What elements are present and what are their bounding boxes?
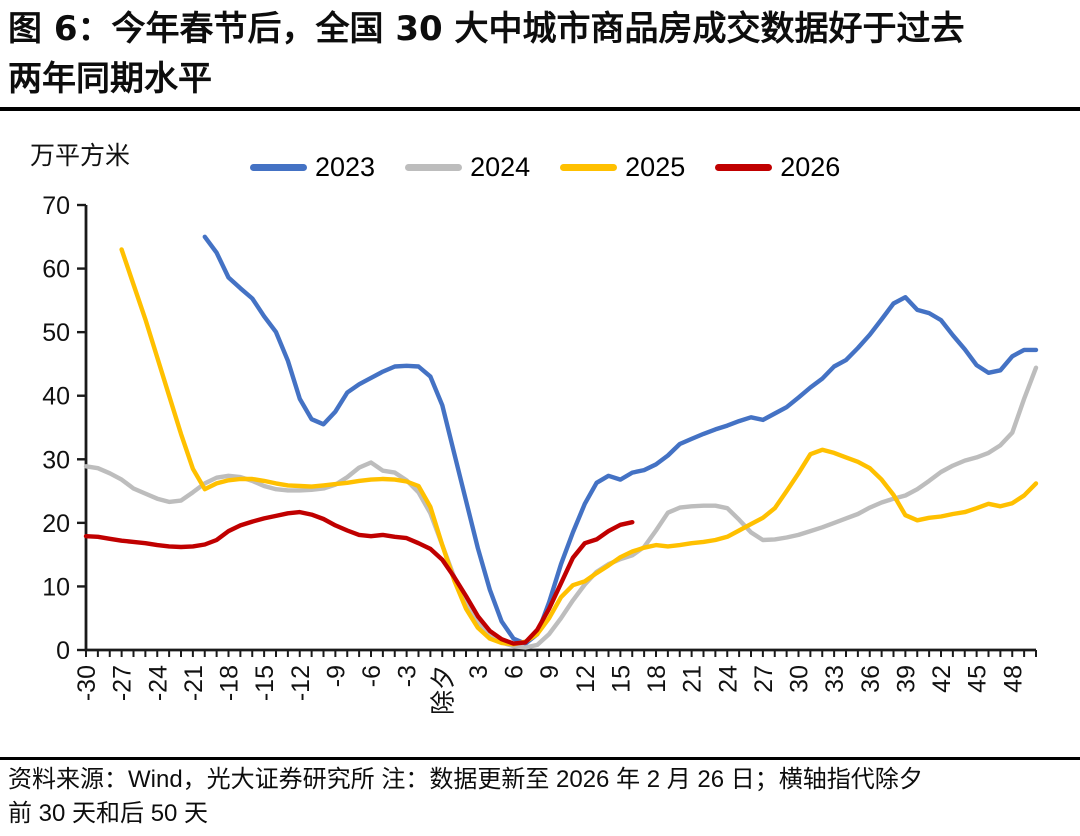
svg-text:18: 18 (643, 665, 671, 693)
legend-label-2024: 2024 (470, 152, 531, 182)
footer-divider (0, 757, 1080, 760)
svg-text:24: 24 (714, 665, 742, 693)
chart-area: 0 10 20 30 40 50 60 70 -30 -27 -24 -21 -18 -15 -12 -9 -6… (0, 190, 1080, 755)
svg-text:-6: -6 (358, 665, 386, 687)
svg-text:21: 21 (679, 665, 707, 693)
svg-text:3: 3 (465, 665, 493, 679)
svg-text:45: 45 (964, 665, 992, 693)
svg-text:-21: -21 (180, 665, 208, 701)
svg-text:0: 0 (56, 637, 70, 665)
legend-swatch-2024 (405, 164, 463, 171)
source-note: 资料来源：Wind，光大证券研究所 注：数据更新至 2026 年 2 月 26 … (8, 763, 1074, 831)
svg-text:33: 33 (821, 665, 849, 693)
svg-text:20: 20 (42, 510, 70, 538)
svg-text:-24: -24 (144, 665, 172, 701)
svg-text:6: 6 (501, 665, 529, 679)
svg-text:-15: -15 (251, 665, 279, 701)
chart-svg: 0 10 20 30 40 50 60 70 -30 -27 -24 -21 -18 -15 -12 -9 -6… (42, 192, 1039, 715)
svg-text:-30: -30 (73, 665, 101, 701)
figure-title: 图 6：今年春节后，全国 30 大中城市商品房成交数据好于过去 两年同期水平 (8, 4, 1074, 104)
svg-text:10: 10 (42, 573, 70, 601)
legend-label-2023: 2023 (315, 152, 376, 182)
svg-text:-3: -3 (394, 665, 422, 687)
legend-label-2025: 2025 (625, 152, 686, 182)
source-note-line2: 前 30 天和后 50 天 (8, 800, 209, 827)
legend-item-2026: 2026 (715, 152, 840, 183)
figure-title-line1: 图 6：今年春节后，全国 30 大中城市商品房成交数据好于过去 (8, 9, 965, 49)
legend-swatch-2025 (560, 164, 618, 171)
svg-text:-9: -9 (322, 665, 350, 687)
legend-item-2024: 2024 (405, 152, 530, 183)
svg-text:36: 36 (857, 665, 885, 693)
svg-text:39: 39 (892, 665, 920, 693)
svg-text:48: 48 (999, 665, 1027, 693)
svg-text:-18: -18 (216, 665, 244, 701)
svg-text:50: 50 (42, 319, 70, 347)
svg-text:30: 30 (42, 446, 70, 474)
svg-text:-27: -27 (109, 665, 137, 701)
legend-item-2025: 2025 (560, 152, 685, 183)
source-note-line1: 资料来源：Wind，光大证券研究所 注：数据更新至 2026 年 2 月 26 … (8, 766, 923, 793)
legend-swatch-2026 (715, 164, 773, 171)
title-divider (0, 107, 1080, 111)
svg-text:-12: -12 (287, 665, 315, 701)
y-axis-unit-label: 万平方米 (30, 142, 131, 170)
svg-text:42: 42 (928, 665, 956, 693)
figure-title-line2: 两年同期水平 (8, 59, 212, 99)
svg-text:27: 27 (750, 665, 778, 693)
svg-text:70: 70 (42, 192, 70, 220)
svg-text:除夕: 除夕 (429, 665, 457, 715)
svg-text:40: 40 (42, 383, 70, 411)
svg-text:60: 60 (42, 256, 70, 284)
svg-text:15: 15 (607, 665, 635, 693)
legend-label-2026: 2026 (780, 152, 841, 182)
svg-text:9: 9 (536, 665, 564, 679)
legend-swatch-2023 (250, 164, 307, 171)
svg-text:30: 30 (786, 665, 814, 693)
svg-text:12: 12 (572, 665, 600, 693)
legend: 2023 2024 2025 2026 (250, 152, 840, 183)
legend-item-2023: 2023 (250, 152, 375, 183)
